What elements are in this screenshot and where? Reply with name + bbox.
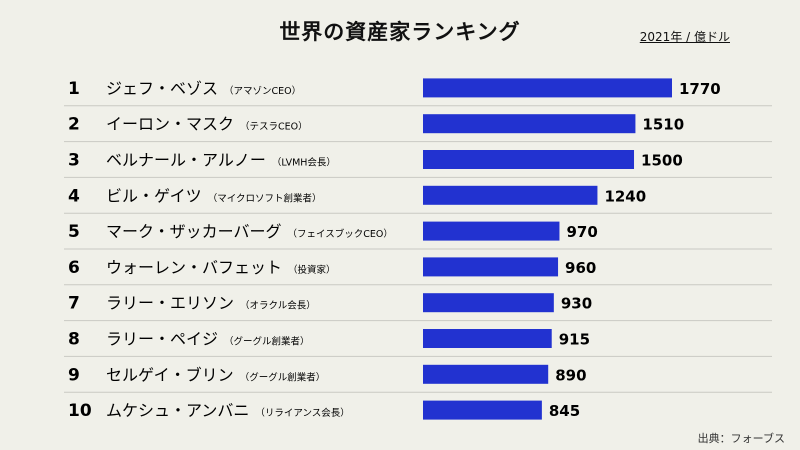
bar xyxy=(423,329,552,348)
rank-label: 8 xyxy=(68,330,80,350)
person-title: （グーグル創業者） xyxy=(240,371,326,383)
person-name-text: ジェフ・ベゾス xyxy=(106,79,218,98)
rank-label: 1 xyxy=(68,79,80,99)
bar xyxy=(423,114,636,134)
value-label: 1240 xyxy=(604,187,646,205)
person-name-text: ビル・ゲイツ xyxy=(106,186,202,205)
person-title: （LVMH会長） xyxy=(272,157,336,169)
person-name-text: ムケシュ・アンバニ xyxy=(106,401,249,420)
bar xyxy=(423,400,542,420)
value-label: 1500 xyxy=(641,152,683,170)
rank-label: 9 xyxy=(68,365,80,385)
source-label: 出典：フォーブス xyxy=(697,432,785,445)
person-name: セルゲイ・ブリン （グーグル創業者） xyxy=(106,365,325,384)
value-label: 1770 xyxy=(679,80,721,98)
bar xyxy=(423,78,672,98)
bar xyxy=(423,293,554,313)
unit-label: 2021年 / 億ドル xyxy=(639,30,730,44)
person-title: （投資家） xyxy=(288,264,336,276)
person-name-text: ラリー・ペイジ xyxy=(106,330,218,349)
value-label: 930 xyxy=(561,295,592,313)
bar xyxy=(423,150,635,169)
value-label: 915 xyxy=(559,331,590,349)
rank-label: 7 xyxy=(68,294,80,314)
rank-label: 5 xyxy=(68,222,80,242)
person-name: ウォーレン・バフェット （投資家） xyxy=(106,258,336,277)
person-name: イーロン・マスク （テスラCEO） xyxy=(106,115,308,134)
value-label: 960 xyxy=(565,259,596,277)
person-title: （オラクル会長） xyxy=(240,300,316,312)
person-name-text: ベルナール・アルノー xyxy=(106,151,266,170)
rank-label: 10 xyxy=(68,401,92,421)
value-label: 845 xyxy=(549,402,580,420)
rank-label: 3 xyxy=(68,151,80,171)
person-title: （アマゾンCEO） xyxy=(224,85,301,97)
person-title: （グーグル創業者） xyxy=(224,336,310,348)
rank-label: 6 xyxy=(68,258,80,278)
person-name: マーク・ザッカーバーグ （フェイスブックCEO） xyxy=(106,222,393,241)
person-name-text: ウォーレン・バフェット xyxy=(106,258,282,277)
bar xyxy=(423,364,549,384)
value-label: 1510 xyxy=(642,116,684,134)
person-name-text: イーロン・マスク xyxy=(106,115,234,134)
bar xyxy=(423,257,559,277)
person-title: （マイクロソフト創業者） xyxy=(208,192,322,204)
rank-label: 4 xyxy=(68,186,80,206)
person-name-text: セルゲイ・ブリン xyxy=(106,365,234,384)
person-title: （リライアンス会長） xyxy=(255,407,349,419)
person-name-text: マーク・ザッカーバーグ xyxy=(106,222,282,241)
person-name-text: ラリー・エリソン xyxy=(106,294,234,313)
bar xyxy=(423,221,560,241)
person-name: ビル・ゲイツ （マイクロソフト創業者） xyxy=(106,186,322,205)
value-label: 890 xyxy=(555,366,586,384)
person-name: ベルナール・アルノー （LVMH会長） xyxy=(106,151,336,170)
person-name: ラリー・エリソン （オラクル会長） xyxy=(106,294,316,313)
chart-title: 世界の資産家ランキング xyxy=(279,20,521,44)
value-label: 970 xyxy=(566,223,597,241)
person-name: ラリー・ペイジ （グーグル創業者） xyxy=(106,330,310,349)
bar xyxy=(423,185,598,205)
rank-label: 2 xyxy=(68,115,80,135)
person-title: （テスラCEO） xyxy=(240,121,308,133)
person-name: ジェフ・ベゾス （アマゾンCEO） xyxy=(106,79,301,98)
person-title: （フェイスブックCEO） xyxy=(288,228,393,240)
person-name: ムケシュ・アンバニ （リライアンス会長） xyxy=(106,401,350,420)
